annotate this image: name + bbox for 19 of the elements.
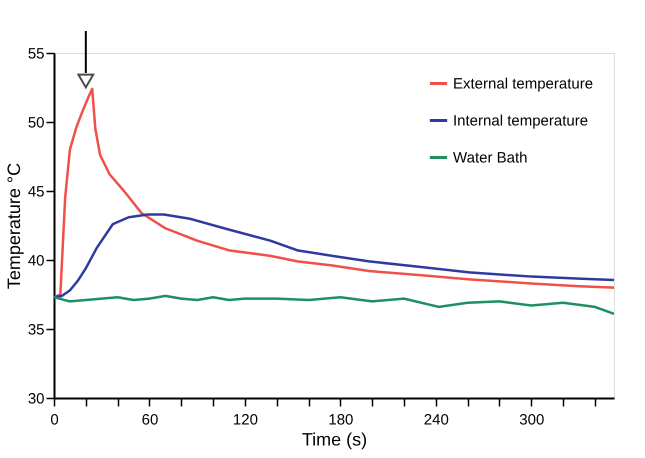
legend-label: Water Bath xyxy=(453,150,528,166)
line-series xyxy=(54,213,614,299)
y-tick-label: 45 xyxy=(28,184,44,200)
legend-label: Internal temperature xyxy=(453,112,588,130)
legend-label: External temperature xyxy=(453,76,594,92)
x-tick-label: 60 xyxy=(142,412,158,428)
x-axis-title: Time (s) xyxy=(302,430,368,450)
y-tick-label: 40 xyxy=(28,252,44,270)
y-tick-label: 55 xyxy=(28,46,44,62)
y-axis-title: Temperature °C xyxy=(4,162,24,290)
y-tick-label: 30 xyxy=(28,390,44,408)
y-tick-label: 35 xyxy=(28,322,44,338)
x-tick-label: 240 xyxy=(424,412,449,428)
x-tick-label: 120 xyxy=(232,412,258,428)
x-tick-label: 0 xyxy=(50,412,59,428)
x-tick-label: 180 xyxy=(328,412,354,428)
x-tick-label: 300 xyxy=(519,412,544,428)
line-series xyxy=(54,294,614,316)
y-tick-label: 50 xyxy=(28,114,44,132)
